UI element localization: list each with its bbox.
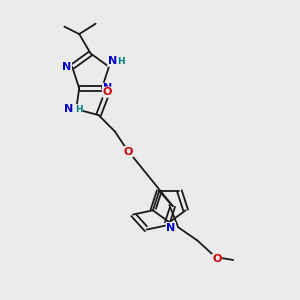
Text: N: N <box>64 104 74 114</box>
Text: N: N <box>166 223 176 232</box>
Text: H: H <box>75 105 83 114</box>
Text: O: O <box>212 254 222 264</box>
Text: O: O <box>103 87 112 97</box>
Text: H: H <box>118 57 125 66</box>
Text: N: N <box>62 62 71 72</box>
Text: N: N <box>103 83 112 93</box>
Text: N: N <box>108 56 117 66</box>
Text: O: O <box>124 147 133 157</box>
